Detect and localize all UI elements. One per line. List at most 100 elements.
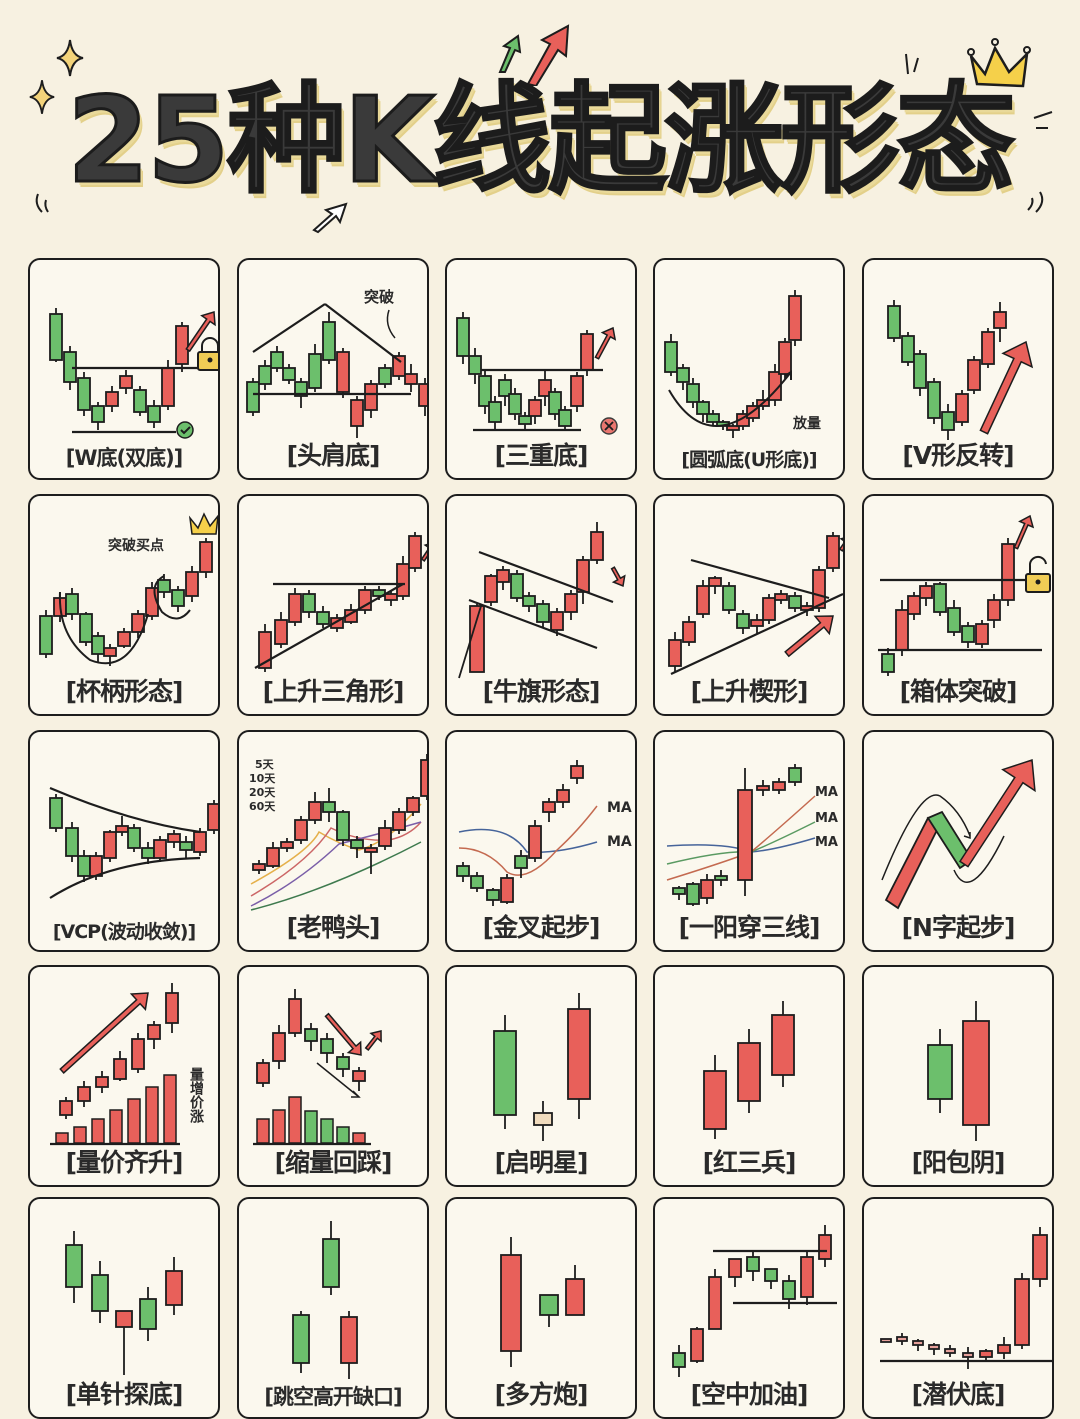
pattern-card-volume-price-rise: 量增价涨 [量价齐升] — [28, 965, 220, 1187]
candlestick-chart-icon — [672, 1225, 837, 1377]
pattern-card-low-volume-pullback: [缩量回踩] — [237, 965, 429, 1187]
candlestick-chart-icon — [456, 312, 618, 435]
pattern-card-triple-bottom: [三重底] — [445, 258, 637, 480]
pattern-card-bullish-engulfing: [阳包阴] — [862, 965, 1054, 1187]
candlestick-chart-icon — [703, 1001, 795, 1139]
pattern-label: [启明星] — [494, 1148, 589, 1177]
svg-text:MA: MA — [815, 785, 838, 800]
candlestick-chart-icon: 量增价涨 — [50, 983, 204, 1146]
candlestick-chart-icon — [65, 1231, 183, 1375]
svg-text:突破: 突破 — [364, 288, 394, 306]
pattern-card-single-needle-bottom: [单针探底] — [28, 1197, 220, 1419]
pattern-card-old-duck-head: 5天 10天 20天 60天 [老鸭头] — [237, 730, 429, 952]
candlestick-chart-icon — [292, 1221, 358, 1379]
pattern-card-vcp: [VCP(波动收敛)] — [28, 730, 220, 952]
svg-text:60天: 60天 — [249, 800, 276, 813]
pattern-label: [单针探底] — [65, 1380, 184, 1409]
pattern-card-cup-handle: 突破买点 [杯柄形态] — [28, 494, 220, 716]
pattern-label: [老鸭头] — [286, 913, 381, 942]
pattern-label: [N字起步] — [901, 913, 1016, 942]
pattern-card-v-reversal: [V形反转] — [862, 258, 1054, 480]
pattern-card-morning-star: [启明星] — [445, 965, 637, 1187]
pattern-label: [潜伏底] — [911, 1380, 1006, 1409]
red-arrow-icon — [526, 24, 570, 86]
motion-lines-icon — [905, 53, 919, 75]
pattern-label: [杯柄形态] — [65, 677, 184, 706]
green-arrow-icon — [498, 34, 522, 73]
svg-text:MA: MA — [815, 811, 838, 826]
pattern-label: [跳空高开缺口] — [264, 1385, 402, 1409]
pattern-card-box-breakout: [箱体突破] — [862, 494, 1054, 716]
pattern-label: [箱体突破] — [899, 677, 1018, 706]
svg-text:MA: MA — [607, 834, 632, 850]
pattern-label: [上升三角形] — [262, 677, 405, 706]
pattern-card-ascending-triangle: [上升三角形] — [237, 494, 429, 716]
pattern-card-three-white-soldiers: [红三兵] — [653, 965, 845, 1187]
svg-text:量增价涨: 量增价涨 — [188, 1067, 204, 1124]
pattern-card-rounding-bottom: 放量 [圆弧底(U形底)] — [653, 258, 845, 480]
pattern-card-latent-bottom: [潜伏底] — [862, 1197, 1054, 1419]
pattern-card-gap-up: [跳空高开缺口] — [237, 1197, 429, 1419]
motion-lines-icon — [35, 193, 49, 213]
candlestick-chart-icon: 突破买点 — [39, 512, 218, 666]
pattern-label: [空中加油] — [690, 1380, 809, 1409]
pattern-card-rising-wedge: [上升楔形] — [653, 494, 845, 716]
candlestick-chart-icon — [878, 514, 1051, 676]
motion-lines-icon — [1033, 111, 1053, 129]
pattern-card-one-yang-three-lines: MA MA MA [一阳穿三线] — [653, 730, 845, 952]
svg-text:5天: 5天 — [255, 758, 275, 771]
candlestick-chart-icon — [253, 989, 382, 1146]
crown-icon — [967, 38, 1031, 88]
pattern-card-midair-refuel: [空中加油] — [653, 1197, 845, 1419]
svg-text:20天: 20天 — [249, 786, 276, 799]
header: 25种K线起涨形态 — [0, 0, 1080, 250]
svg-text:MA: MA — [607, 800, 632, 816]
candlestick-chart-icon — [880, 1227, 1052, 1369]
candlestick-chart-icon — [927, 1001, 990, 1141]
candlestick-chart-icon — [254, 532, 427, 672]
candlestick-chart-icon — [668, 532, 843, 675]
candlestick-chart-icon — [500, 1237, 585, 1367]
pattern-label: [VCP(波动收敛)] — [52, 921, 196, 943]
pattern-label: [量价齐升] — [65, 1148, 184, 1177]
pattern-label: [V形反转] — [902, 441, 1014, 470]
candlestick-chart-icon — [881, 758, 1036, 910]
pattern-card-bull-cannon: [多方炮] — [445, 1197, 637, 1419]
pattern-label: [红三兵] — [702, 1148, 797, 1177]
page-title: 25种K线起涨形态 — [66, 70, 1017, 211]
candlestick-chart-icon — [887, 300, 1034, 440]
pattern-card-head-shoulders-bottom: 突破 [头肩底] — [237, 258, 429, 480]
pattern-label: [缩量回踩] — [274, 1148, 393, 1177]
sparkle-icon — [56, 39, 84, 77]
outline-arrow-icon — [312, 202, 348, 234]
pattern-card-w-bottom: [W底(双底)] — [28, 258, 220, 480]
pattern-label: [一阳穿三线] — [678, 913, 821, 942]
svg-text:放量: 放量 — [792, 415, 821, 432]
motion-lines-icon — [1027, 191, 1044, 213]
candlestick-chart-icon: MA MA MA — [666, 764, 838, 906]
candlestick-chart-icon: MA MA — [456, 760, 632, 906]
pattern-label: [头肩底] — [286, 441, 381, 470]
candlestick-chart-icon — [493, 993, 591, 1141]
sparkle-icon — [29, 80, 55, 114]
pattern-label: [多方炮] — [494, 1380, 589, 1409]
candlestick-chart-icon: 放量 — [664, 290, 821, 438]
candlestick-chart-icon — [458, 522, 626, 679]
pattern-label: [牛旗形态] — [482, 677, 601, 706]
candlestick-chart-icon — [49, 308, 218, 439]
candlestick-chart-icon: 突破 — [246, 288, 427, 438]
svg-text:突破买点: 突破买点 — [108, 537, 164, 554]
pattern-card-bull-flag: [牛旗形态] — [445, 494, 637, 716]
pattern-label: [上升楔形] — [690, 677, 809, 706]
svg-text:MA: MA — [815, 835, 838, 850]
pattern-label: [阳包阴] — [911, 1148, 1006, 1177]
pattern-label: [W底(双底)] — [65, 446, 184, 470]
pattern-label: [金叉起步] — [482, 913, 601, 942]
pattern-label: [圆弧底(U形底)] — [681, 449, 817, 471]
svg-text:10天: 10天 — [249, 772, 276, 785]
pattern-card-n-shape: [N字起步] — [862, 730, 1054, 952]
pattern-label: [三重底] — [494, 441, 589, 470]
pattern-card-golden-cross: MA MA [金叉起步] — [445, 730, 637, 952]
candlestick-chart-icon — [49, 786, 218, 899]
